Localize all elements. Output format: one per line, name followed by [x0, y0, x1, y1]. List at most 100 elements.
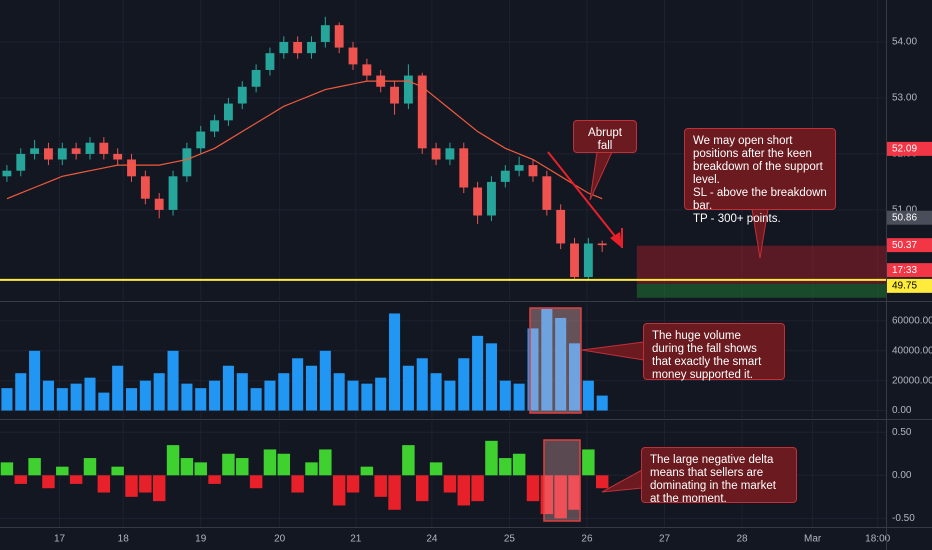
price-label-box — [887, 278, 932, 293]
delta-bar — [180, 458, 194, 476]
volume-bar — [15, 373, 27, 411]
y-tick-label: 60000.00 — [892, 316, 932, 327]
countdown-box — [887, 263, 932, 278]
volume-bar — [472, 335, 484, 411]
candle-body — [168, 176, 178, 210]
price-label-box — [887, 238, 932, 253]
candle-body — [583, 243, 593, 278]
delta-bar — [554, 475, 567, 519]
delta-bar — [208, 475, 221, 484]
x-tick-label: 18:00 — [865, 534, 890, 545]
candle-body — [140, 176, 150, 199]
delta-bar — [360, 466, 374, 476]
delta-bar — [166, 445, 180, 476]
delta-bar — [512, 453, 526, 476]
volume-bar — [236, 373, 248, 411]
volume-bar — [125, 388, 138, 411]
volume-bar — [181, 383, 193, 411]
candle-body — [237, 86, 247, 104]
delta-bar — [69, 475, 83, 484]
price-label-box — [887, 141, 932, 156]
candle-body — [528, 165, 538, 177]
delta-bar — [236, 458, 249, 476]
volume-bar — [430, 373, 442, 411]
candle-body — [403, 75, 413, 104]
candle-body — [265, 53, 275, 70]
candle-body — [570, 243, 579, 278]
volume-bar — [568, 343, 581, 411]
volume-bar — [541, 308, 553, 411]
candle-body — [542, 176, 552, 210]
volume-bar — [42, 380, 54, 411]
volume-bar — [264, 380, 276, 411]
price-label: 50.37 — [892, 240, 917, 251]
volume-bar — [499, 380, 511, 411]
candle-body — [390, 86, 399, 104]
candle-body — [556, 209, 566, 244]
delta-bar — [332, 475, 346, 506]
y-tick-label: 51.00 — [892, 205, 917, 216]
candle-body — [223, 103, 233, 121]
candle-body — [182, 148, 192, 177]
delta-bar — [485, 440, 498, 476]
delta-bar — [111, 466, 124, 476]
volume-bar — [56, 388, 68, 411]
volume-bar — [319, 350, 331, 411]
volume-bar — [596, 395, 608, 411]
delta-bar — [319, 449, 332, 476]
volume-bar — [347, 380, 359, 411]
volume-bar — [84, 377, 96, 411]
candle-body — [431, 148, 441, 160]
volume-bar — [361, 383, 373, 411]
volume-bar — [389, 313, 401, 411]
x-tick-label: 26 — [581, 534, 593, 545]
candle-body — [16, 153, 26, 171]
candle-body — [514, 165, 524, 171]
annotation: Abrupt fall — [573, 120, 637, 153]
x-tick-label: 27 — [659, 534, 671, 545]
candle-body — [500, 170, 510, 182]
delta-bar — [429, 462, 443, 476]
volume-bar — [139, 380, 151, 411]
delta-bar — [28, 458, 41, 476]
candle-body — [279, 41, 289, 54]
x-tick-label: 24 — [426, 534, 438, 545]
volume-bar — [402, 365, 414, 411]
delta-bar — [277, 453, 291, 476]
volume-highlight — [529, 307, 582, 414]
volume-bar — [70, 383, 82, 411]
delta-bar — [83, 458, 97, 476]
volume-bar — [222, 365, 234, 411]
delta-bar — [97, 475, 111, 493]
delta-bar — [305, 462, 318, 476]
candle-body — [85, 142, 95, 154]
volume-bar — [416, 358, 428, 411]
volume-bar — [112, 365, 124, 411]
y-tick-label: 40000.00 — [892, 345, 932, 356]
volume-bar — [513, 383, 525, 411]
delta-bar — [526, 475, 540, 502]
volume-bar — [305, 365, 318, 411]
candle-body — [334, 25, 344, 48]
candle-body — [44, 148, 53, 160]
candle-body — [196, 131, 206, 149]
volume-bar — [375, 377, 387, 411]
x-tick-label: 17 — [54, 534, 66, 545]
volume-bar — [444, 380, 456, 411]
candle-body — [320, 25, 330, 42]
delta-bar — [388, 475, 401, 510]
candle-body — [71, 148, 81, 154]
delta-bar — [402, 445, 415, 476]
candle-body — [127, 159, 136, 177]
volume-bar — [29, 350, 41, 411]
fall-arrow — [547, 151, 619, 241]
x-tick-label: 21 — [350, 534, 362, 545]
delta-bar — [291, 475, 304, 493]
annotation: The large negative delta means that sell… — [641, 447, 797, 505]
x-tick-label: 18 — [118, 534, 130, 545]
delta-bar — [222, 453, 235, 476]
y-tick-label: 54.00 — [892, 37, 917, 48]
price-label: 52.09 — [892, 144, 917, 155]
